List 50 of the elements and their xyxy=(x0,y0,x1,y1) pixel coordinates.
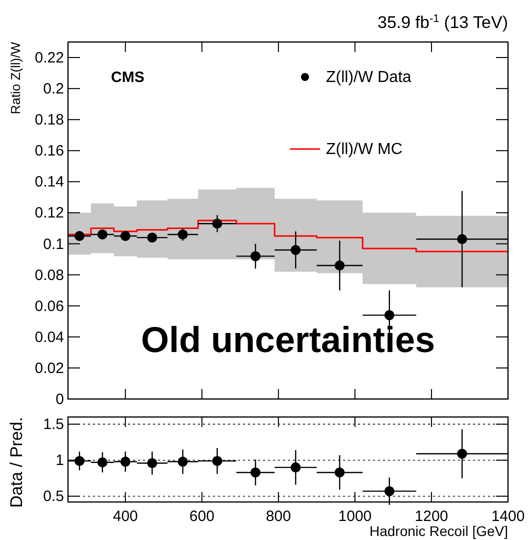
point xyxy=(74,456,84,466)
point xyxy=(290,244,301,255)
annotation: CMS xyxy=(111,69,144,86)
point xyxy=(334,467,345,478)
x-tick-label: 400 xyxy=(112,508,138,525)
y-tick-label: 0.04 xyxy=(34,328,64,346)
point xyxy=(147,232,158,243)
y-tick-label: 0.12 xyxy=(34,204,64,222)
y-tick-label: 0.2 xyxy=(43,80,64,98)
x-tick-label: 800 xyxy=(266,508,291,525)
x-tick-label: 1000 xyxy=(338,508,372,525)
y-tick-label: 0.06 xyxy=(34,298,64,315)
y-axis-title: Ratio Z(ll)/W xyxy=(8,41,23,114)
point xyxy=(250,251,260,262)
x-tick-label: 1400 xyxy=(491,508,525,525)
x-axis-title: Hadronic Recoil [GeV] xyxy=(369,523,508,539)
point xyxy=(178,456,188,467)
y-tick-label: 0.08 xyxy=(34,266,64,284)
point xyxy=(178,229,188,240)
y-tick-label: 1 xyxy=(56,452,64,470)
point xyxy=(457,448,468,459)
point xyxy=(147,458,158,468)
x-tick-label: 1200 xyxy=(414,508,448,525)
legend-label: Z(ll)/W MC xyxy=(326,141,402,158)
y-tick-label: 0.16 xyxy=(34,142,64,160)
y-tick-label: 0.18 xyxy=(34,112,64,129)
y-tick-label: 0.1 xyxy=(43,236,64,253)
point xyxy=(212,456,222,466)
y-tick-label: 0.14 xyxy=(34,174,64,191)
point xyxy=(120,231,130,242)
chart-title: 35.9 fb$^{-1}$ (13 TeV) xyxy=(378,13,508,32)
annotation: Old uncertainties xyxy=(140,319,436,360)
y-tick-label: 0.5 xyxy=(43,488,64,506)
legend-label: Z(ll)/W Data xyxy=(326,69,412,86)
point xyxy=(457,234,468,244)
point xyxy=(384,310,394,320)
point xyxy=(97,457,108,468)
point xyxy=(384,486,394,496)
point xyxy=(97,229,108,240)
y-axis-title: Data / Pred. xyxy=(7,417,26,508)
point xyxy=(212,218,222,229)
y-tick-label: 0 xyxy=(56,391,64,408)
y-tick-label: 1.5 xyxy=(43,416,64,434)
point xyxy=(120,456,130,467)
point xyxy=(334,260,345,271)
point xyxy=(290,462,301,472)
y-tick-label: 0.02 xyxy=(34,360,64,377)
y-tick-label: 0.22 xyxy=(34,50,64,67)
point xyxy=(250,467,260,478)
x-tick-label: 600 xyxy=(189,508,214,525)
